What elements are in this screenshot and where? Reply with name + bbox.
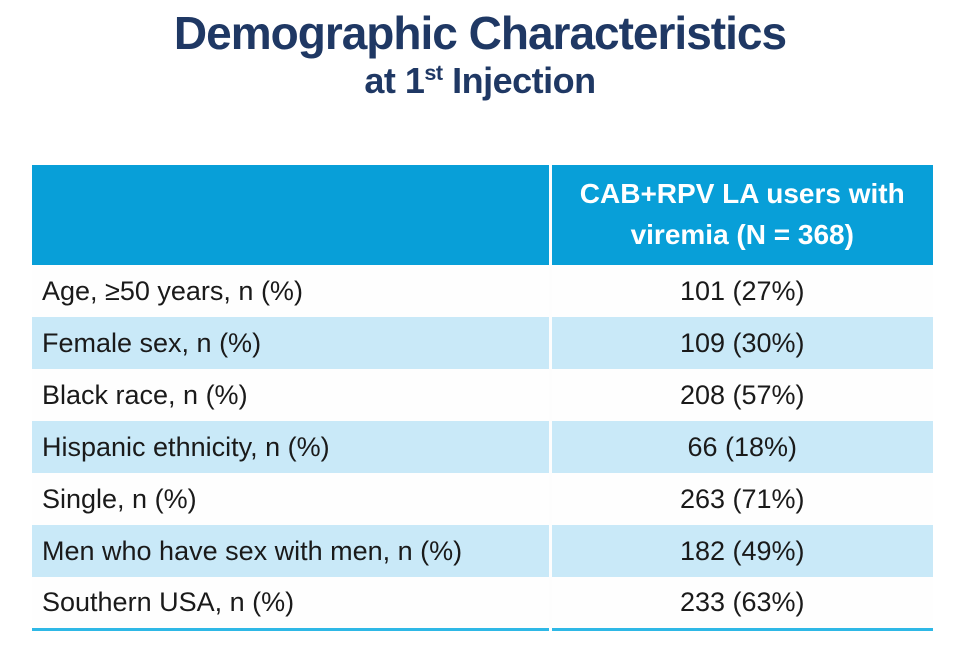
row-value: 263 (71%) [548,473,933,525]
header-empty-cell [32,165,550,265]
table-row: Hispanic ethnicity, n (%) 66 (18%) [32,421,933,473]
slide-title: Demographic Characteristics [173,7,787,59]
row-label: Black race, n (%) [32,369,550,421]
subtitle-suffix: Injection [442,59,596,101]
slide-title-block: Demographic Characteristics at 1st Injec… [0,0,960,102]
table-body: Age, ≥50 years, n (%) 101 (27%) Female s… [32,265,933,629]
table-row: Southern USA, n (%) 233 (63%) [32,577,933,629]
row-value: 233 (63%) [548,577,933,629]
row-value: 208 (57%) [548,369,933,421]
demographics-table: CAB+RPV LA users with viremia (N = 368) … [32,165,933,631]
table-header-row: CAB+RPV LA users with viremia (N = 368) [32,165,933,265]
row-label: Hispanic ethnicity, n (%) [32,421,550,473]
subtitle-prefix: at 1 [364,59,425,101]
row-label: Female sex, n (%) [32,317,550,369]
row-value: 182 (49%) [548,525,933,577]
row-label: Men who have sex with men, n (%) [32,525,550,577]
row-value: 101 (27%) [548,265,933,317]
row-value: 109 (30%) [548,317,933,369]
table-row: Black race, n (%) 208 (57%) [32,369,933,421]
table-row: Age, ≥50 years, n (%) 101 (27%) [32,265,933,317]
subtitle-ordinal-superscript: st [424,59,443,85]
row-label: Southern USA, n (%) [32,577,550,629]
table-row: Men who have sex with men, n (%) 182 (49… [32,525,933,577]
table-row: Single, n (%) 263 (71%) [32,473,933,525]
row-label: Age, ≥50 years, n (%) [32,265,550,317]
row-value: 66 (18%) [548,421,933,473]
slide-subtitle: at 1st Injection [0,60,960,102]
table-row: Female sex, n (%) 109 (30%) [32,317,933,369]
row-label: Single, n (%) [32,473,550,525]
header-value-cell: CAB+RPV LA users with viremia (N = 368) [548,165,933,265]
